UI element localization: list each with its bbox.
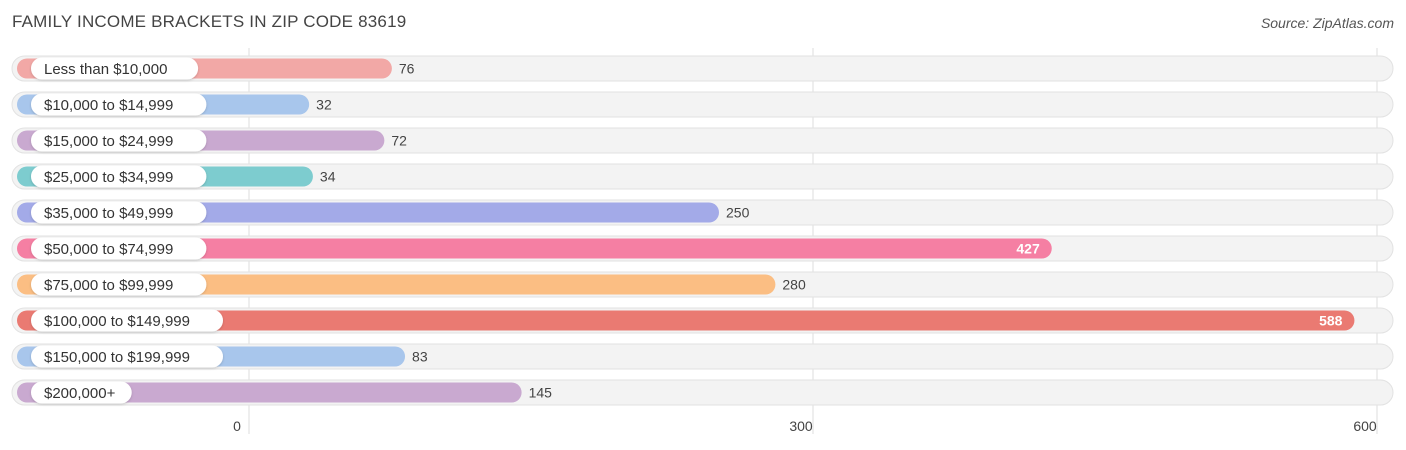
value-label: 280 <box>782 277 806 293</box>
category-label-pill <box>31 57 199 80</box>
value-label: 32 <box>316 97 332 113</box>
category-label-pill <box>31 237 207 260</box>
category-label: $35,000 to $49,999 <box>44 205 173 222</box>
value-label: 588 <box>1319 313 1343 329</box>
bar-row: $10,000 to $14,999 32 <box>11 91 1394 118</box>
bar-row: $150,000 to $199,999 83 <box>11 343 1394 370</box>
x-tick-label: 600 <box>1353 418 1377 434</box>
bar-track <box>11 163 1394 190</box>
category-label: $100,000 to $149,999 <box>44 313 190 330</box>
value-label: 145 <box>529 385 553 401</box>
category-label-pill <box>31 273 207 296</box>
category-label: $25,000 to $34,999 <box>44 169 173 186</box>
value-label: 250 <box>726 205 750 221</box>
bar-row: $75,000 to $99,999 280 <box>11 271 1394 298</box>
category-label-pill <box>31 129 207 152</box>
bar-row: $200,000+ 145 <box>11 379 1394 406</box>
x-tick-label: 300 <box>789 418 813 434</box>
category-label: $200,000+ <box>44 385 116 402</box>
category-label-pill <box>31 345 223 368</box>
bar <box>17 238 1052 259</box>
bar <box>17 274 776 295</box>
value-label: 427 <box>1016 241 1040 257</box>
value-label: 34 <box>320 169 336 185</box>
value-label: 83 <box>412 349 428 365</box>
category-label-pill <box>31 381 132 404</box>
category-label-pill <box>31 309 223 332</box>
chart-source: Source: ZipAtlas.com <box>1260 15 1394 31</box>
category-label: $10,000 to $14,999 <box>44 97 173 114</box>
bar-row: $35,000 to $49,999 250 <box>11 199 1394 226</box>
bar <box>17 382 522 403</box>
category-label: Less than $10,000 <box>44 61 167 78</box>
category-label: $150,000 to $199,999 <box>44 349 190 366</box>
value-label: 72 <box>391 133 407 149</box>
value-label: 76 <box>399 61 415 77</box>
bar-row: $25,000 to $34,999 34 <box>11 163 1394 190</box>
bar-row: $100,000 to $149,999 588 <box>11 307 1394 334</box>
category-label-pill <box>31 165 207 188</box>
category-label: $75,000 to $99,999 <box>44 277 173 294</box>
category-label-pill <box>31 93 207 116</box>
category-label-pill <box>31 201 207 224</box>
bar-row: Less than $10,000 76 <box>11 55 1394 82</box>
bar <box>17 310 1355 331</box>
chart-title: FAMILY INCOME BRACKETS IN ZIP CODE 83619 <box>12 12 407 31</box>
category-label: $50,000 to $74,999 <box>44 241 173 258</box>
bar-row: $50,000 to $74,999 427 <box>11 235 1394 262</box>
bar-row: $15,000 to $24,999 72 <box>11 127 1394 154</box>
bar-track <box>11 91 1394 118</box>
x-tick-label: 0 <box>233 418 241 434</box>
category-label: $15,000 to $24,999 <box>44 133 173 150</box>
